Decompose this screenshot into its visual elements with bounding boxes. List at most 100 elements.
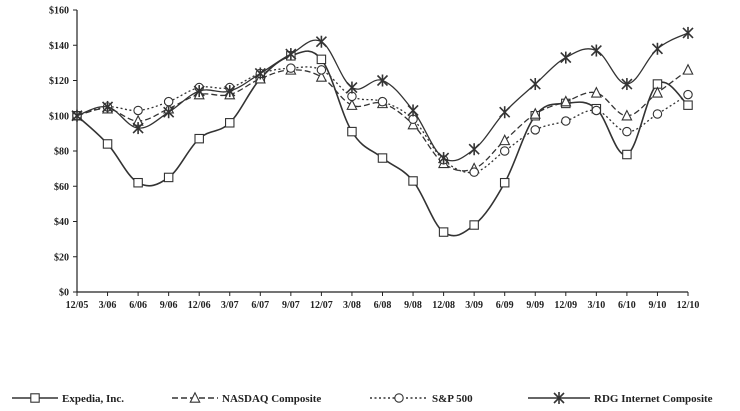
data-point-s-p-500 — [561, 116, 571, 126]
x-tick-label: 3/06 — [99, 300, 117, 311]
chart-legend: Expedia, Inc. NASDAQ Composite S&P 500 RDG … — [12, 391, 713, 405]
data-point-rdg-internet-composite — [101, 100, 114, 113]
data-point-expedia-inc — [499, 177, 510, 188]
data-point-expedia-inc — [408, 176, 418, 186]
y-tick-label: $0 — [59, 288, 69, 299]
y-tick-label: $120 — [49, 76, 69, 87]
data-point-rdg-internet-composite — [590, 44, 602, 57]
y-tick-label: $80 — [54, 147, 69, 158]
data-point-rdg-internet-composite — [651, 42, 664, 55]
x-tick-label: 6/10 — [618, 300, 636, 311]
x-tick-label: 9/07 — [282, 300, 300, 311]
x-tick-label: 6/09 — [496, 300, 514, 311]
x-tick-label: 6/08 — [374, 300, 392, 311]
series-s-p-500 — [72, 63, 693, 177]
data-point-rdg-internet-composite — [407, 104, 419, 117]
data-point-nasdaq-composite — [529, 107, 541, 119]
x-tick-label: 3/09 — [465, 300, 483, 311]
x-tick-label: 6/07 — [251, 300, 269, 311]
data-point-rdg-internet-composite — [315, 35, 327, 48]
x-tick-label: 12/06 — [188, 300, 211, 311]
data-point-s-p-500 — [377, 96, 388, 107]
data-point-expedia-inc — [194, 133, 204, 144]
y-tick-label: $160 — [49, 6, 69, 17]
data-point-rdg-internet-composite — [438, 152, 450, 165]
legend-item-nasdaq-composite: NASDAQ Composite — [172, 391, 321, 405]
x-tick-label: 9/10 — [649, 300, 667, 311]
data-point-expedia-inc — [102, 139, 113, 149]
data-point-s-p-500 — [316, 65, 327, 75]
y-tick-label: $100 — [49, 111, 69, 122]
data-point-s-p-500 — [469, 167, 479, 177]
data-point-s-p-500 — [683, 89, 693, 100]
x-tick-label: 12/10 — [677, 300, 700, 311]
legend-marker — [189, 391, 201, 403]
data-point-nasdaq-composite — [621, 109, 633, 121]
data-point-expedia-inc — [347, 126, 357, 137]
data-point-rdg-internet-composite — [285, 48, 297, 61]
legend-item-expedia-inc: Expedia, Inc. — [12, 393, 124, 405]
x-tick-label: 12/07 — [310, 300, 333, 311]
data-point-nasdaq-composite — [499, 133, 511, 146]
data-point-rdg-internet-composite — [346, 81, 358, 94]
chart-axes: $0 $20 $40 $60 $80 $100 $120 $140 $160 12/05 3/06 6… — [49, 6, 699, 312]
data-point-nasdaq-composite — [682, 63, 694, 75]
data-point-expedia-inc — [163, 172, 174, 183]
x-tick-label: 3/10 — [587, 300, 605, 311]
data-point-s-p-500 — [622, 126, 632, 137]
data-point-rdg-internet-composite — [224, 85, 236, 98]
x-tick-label: 6/06 — [129, 300, 147, 311]
legend-label: Expedia, Inc. — [62, 393, 124, 405]
data-point-nasdaq-composite — [346, 98, 358, 110]
data-point-rdg-internet-composite — [193, 85, 205, 98]
legend-marker — [553, 392, 565, 404]
y-tick-label: $20 — [54, 252, 69, 263]
x-tick-label: 12/09 — [554, 300, 577, 311]
data-point-rdg-internet-composite — [529, 78, 541, 91]
legend-label: S&P 500 — [432, 393, 473, 405]
data-point-rdg-internet-composite — [560, 51, 572, 64]
data-point-s-p-500 — [163, 96, 174, 107]
data-point-s-p-500 — [591, 105, 602, 116]
data-point-s-p-500 — [530, 125, 540, 135]
data-point-s-p-500 — [286, 63, 296, 73]
series-line-s-p-500 — [76, 66, 689, 174]
data-point-expedia-inc — [469, 220, 479, 230]
data-point-s-p-500 — [133, 105, 143, 116]
data-point-rdg-internet-composite — [376, 74, 389, 87]
data-point-expedia-inc — [316, 54, 327, 65]
data-point-nasdaq-composite — [590, 86, 602, 98]
legend-label: NASDAQ Composite — [222, 393, 321, 405]
x-tick-label: 3/08 — [343, 300, 361, 311]
legend-label: RDG Internet Composite — [594, 393, 713, 405]
data-point-s-p-500 — [499, 146, 510, 156]
legend-marker — [30, 393, 40, 403]
y-tick-label: $60 — [54, 182, 69, 193]
data-point-s-p-500 — [652, 109, 663, 119]
data-point-rdg-internet-composite — [682, 26, 694, 39]
x-tick-label: 3/07 — [221, 300, 239, 311]
x-tick-label: 12/05 — [66, 300, 89, 311]
data-point-rdg-internet-composite — [71, 109, 83, 122]
data-point-rdg-internet-composite — [621, 78, 633, 91]
y-tick-label: $140 — [49, 41, 69, 52]
data-point-expedia-inc — [683, 100, 693, 110]
x-tick-label: 9/06 — [160, 300, 178, 311]
legend-item-s-p-500: S&P 500 — [370, 393, 473, 405]
y-tick-label: $40 — [54, 217, 69, 228]
data-point-nasdaq-composite — [651, 86, 664, 98]
series-layer — [71, 26, 694, 237]
data-point-rdg-internet-composite — [254, 67, 266, 80]
data-point-nasdaq-composite — [315, 70, 327, 82]
data-point-expedia-inc — [225, 118, 235, 128]
data-point-expedia-inc — [622, 149, 632, 160]
series-rdg-internet-composite — [71, 26, 694, 165]
x-tick-label: 9/08 — [404, 300, 422, 311]
legend-marker — [394, 393, 404, 403]
data-point-expedia-inc — [438, 227, 449, 237]
data-point-rdg-internet-composite — [468, 143, 480, 156]
data-point-expedia-inc — [133, 177, 143, 188]
data-point-nasdaq-composite — [560, 95, 572, 107]
data-point-expedia-inc — [377, 153, 388, 163]
